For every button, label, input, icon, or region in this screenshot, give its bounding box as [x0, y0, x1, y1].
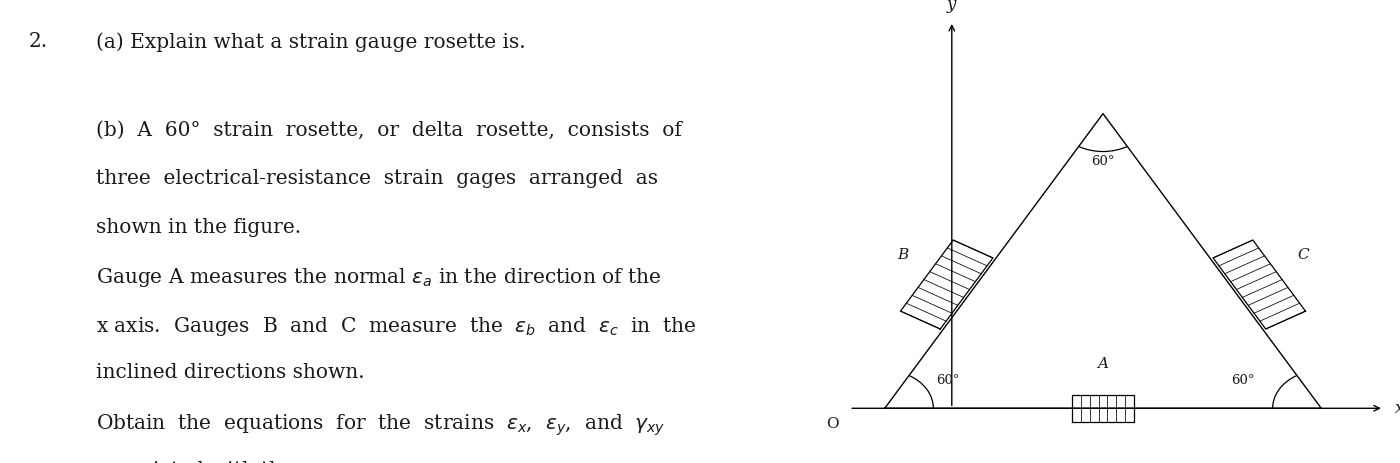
- Text: 60°: 60°: [1091, 155, 1114, 169]
- Text: x axis.  Gauges  B  and  C  measure  the  $\varepsilon_b$  and  $\varepsilon_c$ : x axis. Gauges B and C measure the $\var…: [95, 315, 696, 338]
- Text: 60°: 60°: [935, 375, 959, 388]
- Text: A: A: [1098, 357, 1109, 371]
- Text: x: x: [1394, 400, 1400, 417]
- Text: three  electrical-resistance  strain  gages  arranged  as: three electrical-resistance strain gages…: [95, 169, 658, 188]
- Text: shown in the figure.: shown in the figure.: [95, 218, 301, 237]
- Text: (a) Explain what a strain gauge rosette is.: (a) Explain what a strain gauge rosette …: [95, 32, 525, 52]
- Text: C: C: [1296, 248, 1309, 262]
- Text: 60°: 60°: [1232, 375, 1254, 388]
- Text: y: y: [948, 0, 956, 13]
- Text: Gauge A measures the normal $\varepsilon_a$ in the direction of the: Gauge A measures the normal $\varepsilon…: [95, 266, 661, 289]
- Text: (b)  A  60°  strain  rosette,  or  delta  rosette,  consists  of: (b) A 60° strain rosette, or delta roset…: [95, 120, 682, 139]
- Text: associated with the $\mathit{xv}$ axes.: associated with the $\mathit{xv}$ axes.: [95, 461, 382, 463]
- Text: inclined directions shown.: inclined directions shown.: [95, 363, 364, 382]
- Text: O: O: [826, 417, 839, 431]
- Text: Obtain  the  equations  for  the  strains  $\varepsilon_x$,  $\varepsilon_y$,  a: Obtain the equations for the strains $\v…: [95, 412, 665, 438]
- Text: 2.: 2.: [29, 32, 48, 51]
- Text: B: B: [897, 248, 909, 262]
